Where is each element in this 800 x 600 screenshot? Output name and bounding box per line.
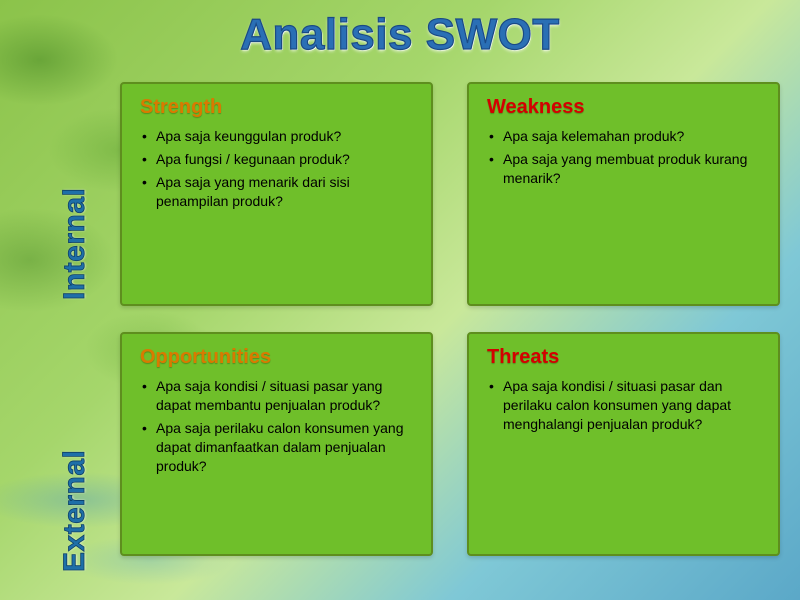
list-item: Apa saja perilaku calon konsumen yang da…: [140, 419, 415, 476]
quadrant-title-strength: Strength: [140, 96, 415, 119]
list-item: Apa saja kondisi / situasi pasar dan per…: [487, 377, 762, 434]
list-item: Apa saja yang menarik dari sisi penampil…: [140, 173, 415, 211]
list-item: Apa saja keunggulan produk?: [140, 127, 415, 146]
row-label-external: External: [58, 450, 92, 572]
quadrant-weakness: Weakness Apa saja kelemahan produk?Apa s…: [467, 82, 780, 306]
quadrant-list-strength: Apa saja keunggulan produk? Apa fungsi / …: [140, 127, 415, 211]
quadrant-list-weakness: Apa saja kelemahan produk? Apa saja yang …: [487, 127, 762, 188]
quadrant-title-threats: Threats: [487, 346, 762, 369]
quadrant-title-opportunities: Opportunities: [140, 346, 415, 369]
list-item: Apa saja yang membuat produk kurang mena…: [487, 150, 762, 188]
list-item: Apa fungsi / kegunaan produk?: [140, 150, 415, 169]
quadrant-title-weakness: Weakness: [487, 96, 762, 119]
quadrant-opportunities: Opportunities Apa saja kondisi / situasi…: [120, 332, 433, 556]
list-item: Apa saja kondisi / situasi pasar yang da…: [140, 377, 415, 415]
swot-grid: Strength Apa saja keunggulan produk?Apa …: [120, 82, 780, 556]
row-label-internal: Internal: [58, 188, 92, 300]
page-title: Analisis SWOT: [0, 10, 800, 60]
quadrant-threats: Threats Apa saja kondisi / situasi pasar…: [467, 332, 780, 556]
list-item: Apa saja kelemahan produk?: [487, 127, 762, 146]
quadrant-list-opportunities: Apa saja kondisi / situasi pasar yang da…: [140, 377, 415, 475]
quadrant-strength: Strength Apa saja keunggulan produk?Apa …: [120, 82, 433, 306]
quadrant-list-threats: Apa saja kondisi / situasi pasar dan per…: [487, 377, 762, 434]
